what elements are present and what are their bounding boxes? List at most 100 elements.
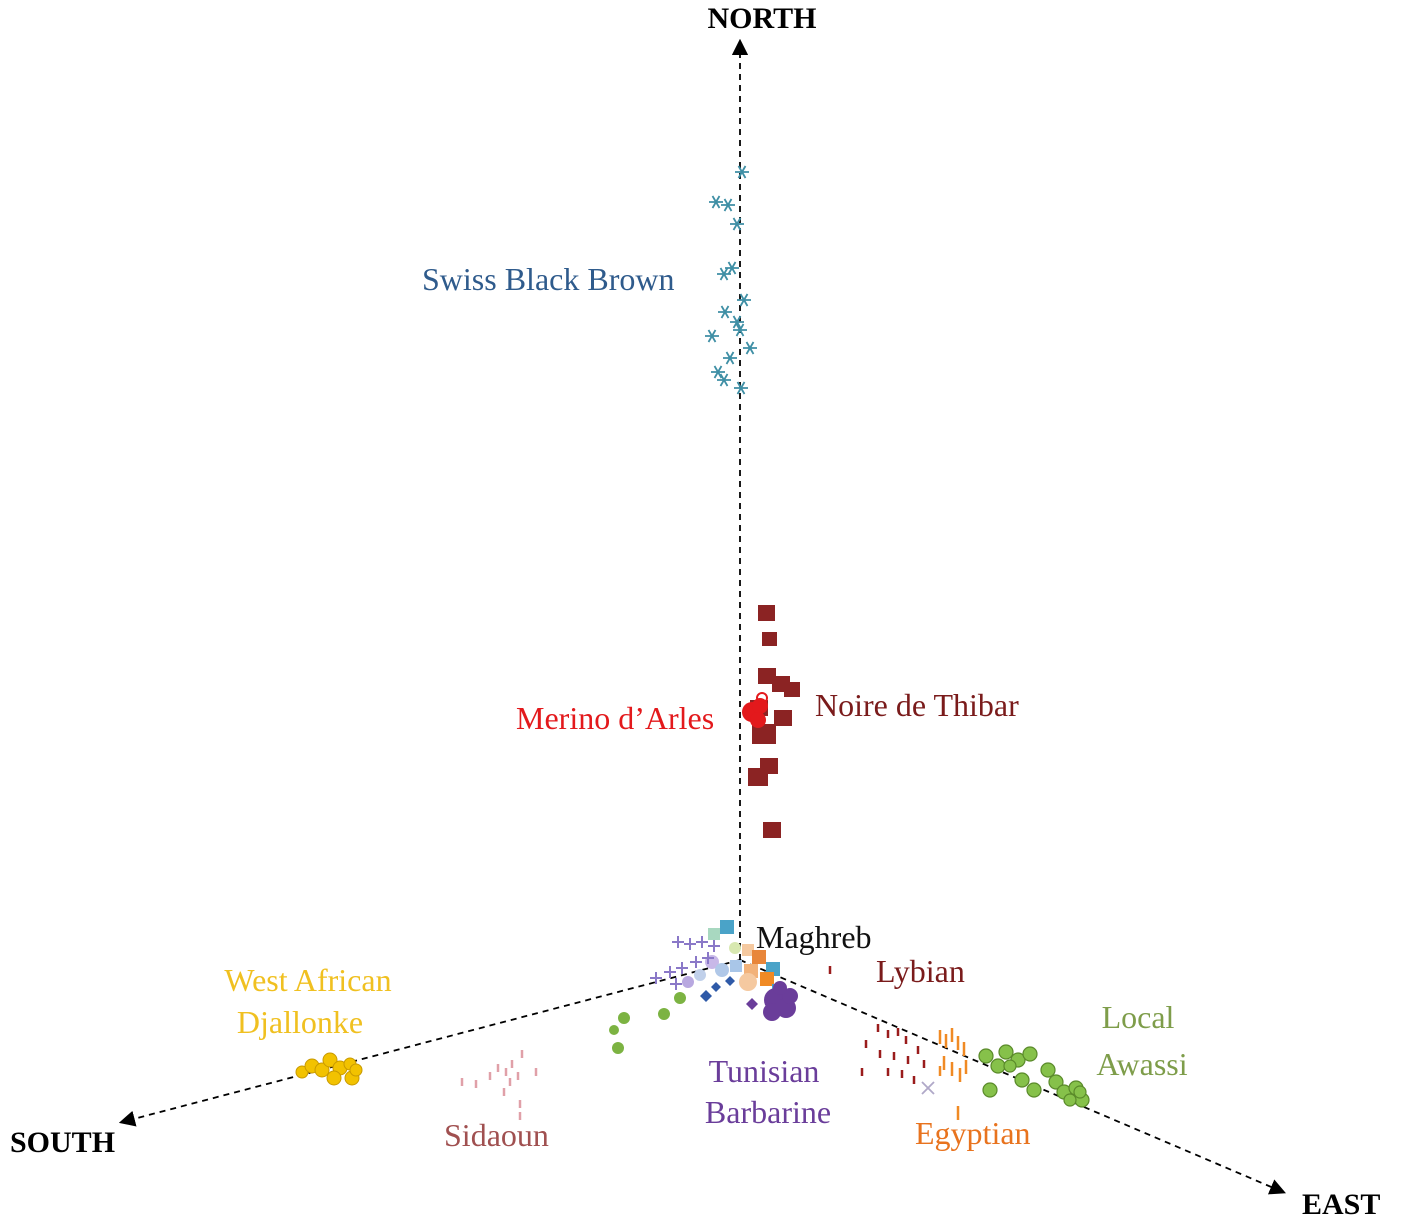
maghreb-point: [760, 972, 774, 986]
label-line: Merino d’Arles: [516, 700, 714, 736]
noire-de-thibar-label: Noire de Thibar: [815, 687, 1019, 723]
maghreb-point: [720, 920, 734, 934]
swiss-point: [709, 195, 723, 209]
plus-marker: [672, 936, 684, 948]
green-point: [674, 992, 686, 1004]
tunisian-barbarine-label: Tunisian Barbarine: [705, 1053, 831, 1130]
barbarine-point: [773, 981, 787, 995]
thibar-point: [774, 710, 792, 726]
maghreb-cluster: [650, 920, 782, 1002]
merino-d-arles-label: Merino d’Arles: [516, 700, 714, 736]
barbarine-point: [782, 988, 798, 1004]
green-point: [609, 1025, 619, 1035]
plus-marker: [670, 978, 682, 990]
label-line: West African: [224, 962, 391, 998]
thibar-point: [748, 768, 768, 786]
awassi-point: [998, 1044, 1014, 1060]
djallonke-point: [322, 1052, 338, 1068]
green-point: [612, 1042, 624, 1054]
swiss-point: [743, 341, 757, 355]
tunisian-barbarine-cluster: [746, 981, 798, 1021]
thibar-point: [762, 632, 777, 646]
swiss-point: [737, 293, 751, 307]
swiss-point: [733, 323, 747, 337]
axes: NORTH SOUTH EAST: [10, 2, 1380, 1221]
awassi-point: [978, 1048, 994, 1064]
swiss-point: [730, 315, 744, 329]
thibar-point: [752, 724, 776, 744]
diamond-marker: [711, 982, 721, 992]
awassi-point: [1003, 1059, 1017, 1073]
green-point: [658, 1008, 670, 1020]
thibar-point: [758, 668, 776, 684]
awassi-point: [1022, 1046, 1038, 1062]
label-line: Barbarine: [705, 1094, 831, 1130]
diamond-marker: [725, 976, 735, 986]
maghreb-plus-markers: [650, 936, 720, 990]
awassi-point: [1048, 1074, 1064, 1090]
label-line: Lybian: [876, 953, 965, 989]
east-axis-label: EAST: [1302, 1188, 1380, 1221]
maghreb-diamonds: [700, 976, 735, 1002]
lybian-cluster: [828, 966, 926, 1084]
awassi-point: [1073, 1085, 1087, 1099]
merino-point: [756, 692, 768, 704]
diamond-marker: [700, 990, 712, 1002]
swiss-black-brown-cluster: [705, 165, 757, 395]
sidaoun-label: Sidaoun: [444, 1117, 549, 1153]
plus-marker: [664, 966, 676, 978]
barbarine-point: [746, 998, 758, 1010]
swiss-point: [711, 365, 725, 379]
swiss-point: [718, 305, 732, 319]
awassi-point: [982, 1082, 998, 1098]
thibar-point: [784, 682, 800, 697]
west-african-djallonke-label: West African Djallonke: [224, 962, 399, 1040]
label-line: Local: [1102, 999, 1175, 1035]
label-line: Sidaoun: [444, 1117, 549, 1153]
swiss-point: [735, 165, 749, 179]
maghreb-point: [729, 942, 741, 954]
awassi-point: [1014, 1072, 1030, 1088]
plus-marker: [702, 952, 714, 964]
local-awassi-cluster: [978, 1044, 1090, 1108]
local-awassi-label: Local Awassi: [1096, 999, 1187, 1082]
label-line: Tunisian: [709, 1053, 820, 1089]
egyptian-label: Egyptian: [915, 1115, 1031, 1151]
merino-d-arles-cluster: [742, 692, 768, 728]
swiss-point: [717, 373, 731, 387]
sidaoun-cluster: [460, 1050, 538, 1120]
maghreb-point: [682, 976, 694, 988]
maghreb-point: [739, 973, 757, 991]
label-line: Maghreb: [756, 919, 872, 955]
djallonke-point: [349, 1063, 363, 1077]
awassi-point: [990, 1058, 1006, 1074]
thibar-point: [763, 822, 781, 838]
label-line: Awassi: [1096, 1046, 1187, 1082]
x-marker: [921, 1081, 935, 1095]
plus-marker: [696, 936, 708, 948]
label-line: Djallonke: [237, 1004, 363, 1040]
group-labels: Swiss Black Brown Noire de Thibar Merino…: [224, 261, 1187, 1153]
swiss-black-brown-label: Swiss Black Brown: [422, 261, 674, 297]
maghreb-point: [708, 928, 720, 940]
plus-marker: [676, 962, 688, 974]
north-axis-label: NORTH: [708, 2, 817, 35]
maghreb-point: [730, 960, 742, 972]
maghreb-point: [715, 963, 729, 977]
egyptian-cluster: [938, 1028, 968, 1120]
merino-point: [750, 712, 766, 728]
swiss-point: [705, 329, 719, 343]
plus-marker: [690, 956, 702, 968]
label-line: Noire de Thibar: [815, 687, 1019, 723]
west-african-djallonke-cluster: [295, 1052, 363, 1086]
label-line: Swiss Black Brown: [422, 261, 674, 297]
plus-marker: [650, 972, 662, 984]
south-axis-label: SOUTH: [10, 1126, 115, 1159]
south-axis-line: [118, 959, 741, 1127]
swiss-point: [723, 351, 737, 365]
swiss-point: [730, 217, 744, 231]
maghreb-label: Maghreb: [756, 919, 872, 955]
green-point: [618, 1012, 630, 1024]
djallonke-point: [326, 1070, 342, 1086]
grey-x-marker: [921, 1081, 935, 1095]
